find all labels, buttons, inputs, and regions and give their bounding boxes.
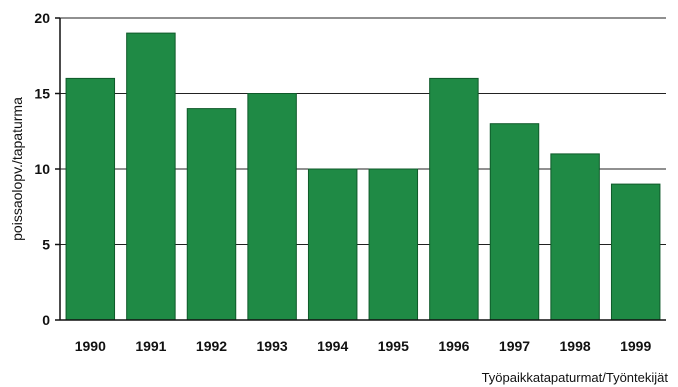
x-tick-label: 1997	[499, 338, 530, 354]
x-tick-label: 1992	[196, 338, 227, 354]
bar-1995	[368, 168, 419, 321]
bar-1999	[610, 183, 661, 321]
bar-1994	[307, 168, 358, 321]
y-tick-label: 15	[34, 86, 50, 102]
x-tick-label: 1995	[378, 338, 409, 354]
y-tick-label: 20	[34, 10, 50, 26]
x-tick-label: 1999	[620, 338, 651, 354]
bar-1997	[489, 123, 540, 321]
x-tick-label: 1998	[560, 338, 591, 354]
bar-1990	[65, 77, 116, 321]
y-tick-label: 0	[42, 312, 50, 328]
y-axis-title: poissaolopv./tapaturma	[9, 97, 25, 241]
y-tick-label: 5	[42, 237, 50, 253]
x-tick-label: 1994	[317, 338, 348, 354]
x-tick-labels: 1990 1991 1992 1993 1994 1995 1996 1997 1998 1999	[75, 338, 652, 354]
x-tick-label: 1993	[257, 338, 288, 354]
axes	[55, 17, 666, 321]
bar-1992	[186, 108, 237, 321]
source-label: Työpaikkatapaturmat/Työntekijät	[482, 370, 669, 385]
y-tick-labels: 0 5 10 15 20	[34, 10, 50, 328]
y-tick-label: 10	[34, 161, 50, 177]
x-tick-label: 1996	[438, 338, 469, 354]
x-tick-label: 1991	[135, 338, 166, 354]
bar-1991	[126, 32, 176, 321]
bars	[65, 32, 661, 321]
x-tick-label: 1990	[75, 338, 106, 354]
bar-1993	[247, 93, 297, 321]
bar-1996	[429, 77, 479, 321]
bar-1998	[550, 153, 600, 321]
